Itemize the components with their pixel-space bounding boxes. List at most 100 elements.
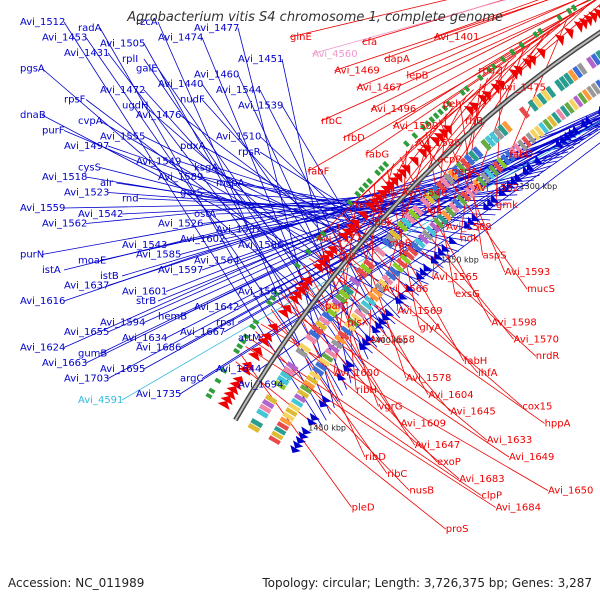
gene-label-left: Avi_1587 xyxy=(216,225,261,236)
cog-block-inner xyxy=(555,108,567,121)
cog-block-outer xyxy=(427,188,440,201)
green-feature-tick xyxy=(220,367,228,374)
connector-line-right xyxy=(235,361,447,530)
green-feature-tick xyxy=(374,169,382,177)
gene-label-left: Avi_1453 xyxy=(42,33,87,44)
gene-label-left: Avi_1505 xyxy=(100,39,145,50)
cog-block-outer xyxy=(467,149,480,163)
cog-block-outer xyxy=(404,212,417,225)
gene-label-right: glnE xyxy=(290,32,312,43)
green-feature-tick xyxy=(509,48,516,56)
forward-gene-arrow xyxy=(247,352,260,362)
green-feature-tick xyxy=(265,299,273,307)
cog-block-outer xyxy=(321,310,334,322)
forward-gene-arrow xyxy=(238,366,251,376)
green-feature-tick xyxy=(315,234,323,242)
cog-block-inner xyxy=(429,221,441,233)
cog-block-outer xyxy=(258,403,272,414)
reverse-gene-arrow xyxy=(298,431,309,440)
reverse-gene-arrow xyxy=(342,363,353,372)
gene-label-right: ppx xyxy=(339,250,358,261)
gene-label-right: ihfA xyxy=(478,368,498,379)
cog-block-inner xyxy=(321,352,334,363)
gene-label-right: pleD xyxy=(352,502,375,513)
connector-line-right xyxy=(245,346,496,508)
gene-label-left: strB xyxy=(136,296,156,307)
forward-gene-arrow xyxy=(287,295,299,306)
reverse-gene-arrow xyxy=(514,172,524,182)
gene-label-left: Avi_1549 xyxy=(136,157,181,168)
cog-block-outer xyxy=(338,288,351,300)
cog-block-inner xyxy=(273,425,287,436)
gene-label-left: gumB xyxy=(78,349,107,360)
gene-label-left: mcpA xyxy=(216,178,245,189)
forward-gene-arrow xyxy=(319,254,331,265)
gene-label-right: Avi_1683 xyxy=(459,474,504,485)
gene-label-left: Avi_1497 xyxy=(64,141,109,152)
connector-line-right xyxy=(356,0,578,88)
cog-block-inner xyxy=(308,370,322,381)
connector-line-left xyxy=(259,123,600,339)
cog-block-inner xyxy=(436,213,449,226)
green-feature-tick xyxy=(319,230,327,237)
cog-block-outer xyxy=(331,297,344,309)
reverse-gene-arrow xyxy=(568,128,577,138)
gene-label-left: rpsR xyxy=(238,147,261,158)
cog-block-inner xyxy=(460,190,472,203)
forward-gene-arrow xyxy=(301,277,313,287)
cog-block-outer xyxy=(282,365,296,377)
gene-label-left: Avi_1562 xyxy=(42,219,87,230)
green-feature-tick xyxy=(366,177,374,185)
forward-gene-arrow xyxy=(513,65,523,77)
cog-block-outer xyxy=(324,306,338,318)
cog-block-inner xyxy=(340,325,353,337)
forward-gene-arrow xyxy=(220,395,233,406)
forward-gene-arrow xyxy=(280,304,293,315)
gene-label-right: Avi_1569 xyxy=(397,306,442,317)
gene-label-left: Avi_1602 xyxy=(180,234,225,245)
cog-block-outer xyxy=(484,135,497,148)
green-feature-tick xyxy=(233,347,241,355)
gene-label-left: Avi_1477 xyxy=(194,23,239,34)
cog-block-inner xyxy=(285,407,298,418)
gene-label-right: acpP xyxy=(437,155,461,166)
forward-gene-arrow xyxy=(463,105,474,117)
cog-block-inner xyxy=(367,291,380,303)
cog-block-inner xyxy=(305,374,319,386)
gene-label-right: Avi_1467 xyxy=(357,82,402,93)
reverse-gene-arrow xyxy=(395,295,405,304)
connector-line-left xyxy=(85,110,600,364)
forward-gene-arrow xyxy=(223,390,236,401)
green-feature-tick xyxy=(252,318,260,326)
gene-label-right: Avi_1536 xyxy=(415,138,460,149)
reverse-gene-arrow xyxy=(364,333,375,342)
forward-gene-arrow xyxy=(297,281,310,292)
forward-gene-arrow xyxy=(468,102,478,113)
gene-label-left: Avi_1597 xyxy=(158,265,203,276)
connector-line-left xyxy=(179,128,600,395)
gene-label-right: mntH xyxy=(352,200,380,211)
cog-block-inner xyxy=(479,171,492,184)
accession-text: Accession: NC_011989 xyxy=(8,576,145,590)
cog-block-inner xyxy=(334,334,347,346)
connector-line-right xyxy=(343,216,479,374)
gene-label-right: Avi_4560 xyxy=(312,49,357,60)
cog-block-inner xyxy=(529,128,541,141)
cog-block-inner xyxy=(268,435,281,445)
reverse-gene-arrow xyxy=(441,243,451,252)
connector-line-right xyxy=(309,258,545,424)
gene-label-right: hppA xyxy=(545,418,571,429)
connector-line-left xyxy=(99,27,327,421)
gene-label-left: Avi_1526 xyxy=(158,219,203,230)
green-feature-tick xyxy=(537,27,544,35)
cog-block-inner xyxy=(318,356,331,368)
cog-block-outer xyxy=(567,69,579,82)
cog-block-outer xyxy=(279,370,293,382)
gene-label-right: glyA xyxy=(419,323,441,334)
reverse-gene-arrow xyxy=(559,134,569,145)
cog-block-inner xyxy=(471,179,484,191)
forward-gene-arrow xyxy=(564,27,574,40)
cog-block-inner xyxy=(568,98,580,111)
gene-label-right: ribC xyxy=(387,469,407,480)
gene-label-left: Avi_1460 xyxy=(194,70,239,81)
